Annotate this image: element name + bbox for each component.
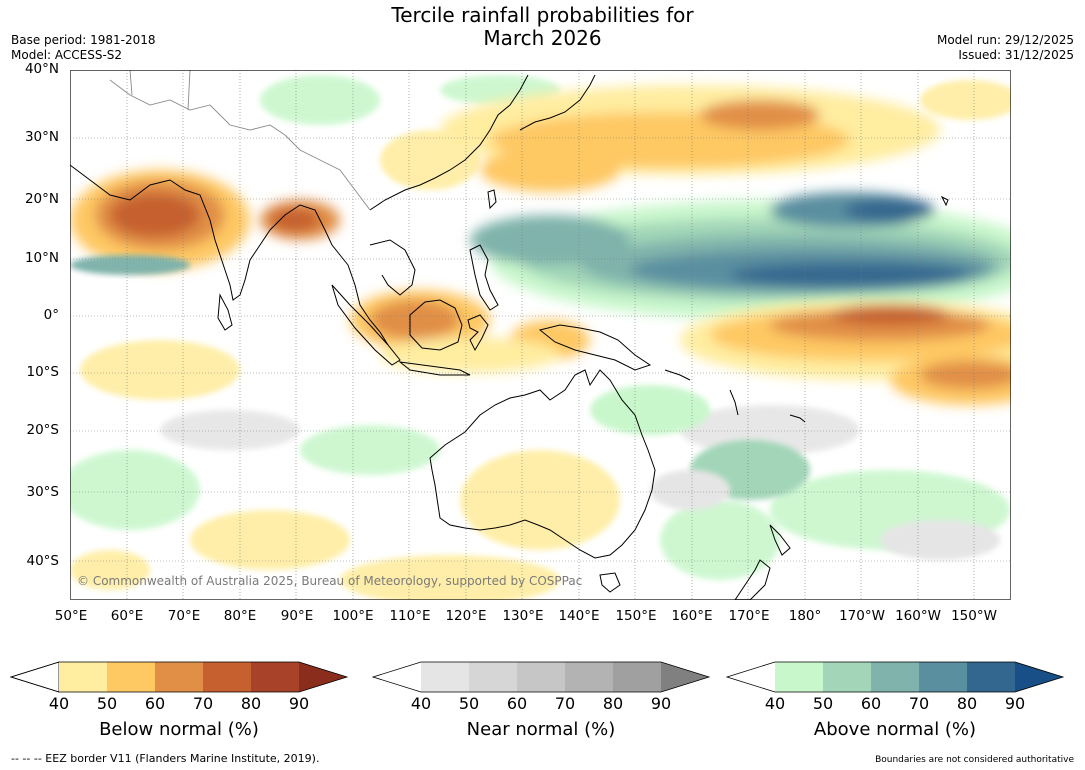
probability-shading bbox=[70, 70, 1011, 600]
coastlines bbox=[70, 74, 949, 600]
colorbar-below-normal bbox=[10, 661, 349, 693]
copyright-notice: © Commonwealth of Australia 2025, Bureau… bbox=[77, 574, 583, 588]
colorbar-swatch bbox=[823, 662, 871, 692]
colorbar-swatch bbox=[10, 661, 60, 693]
colorbar-swatch bbox=[1015, 662, 1063, 692]
colorbar-tick: 80 bbox=[240, 694, 262, 713]
lon-label: 60°E bbox=[110, 608, 144, 624]
lon-label: 170°W bbox=[839, 608, 885, 624]
lon-label: 90°E bbox=[280, 608, 314, 624]
colorbar-near-normal bbox=[372, 661, 711, 693]
colorbar-swatch bbox=[155, 662, 203, 692]
colorbar-tick: 50 bbox=[96, 694, 118, 713]
lon-label: 50°E bbox=[54, 608, 88, 624]
lon-label: 130°E bbox=[502, 608, 544, 624]
colorbar-swatch bbox=[373, 662, 421, 692]
lat-label: 20°S bbox=[26, 422, 60, 438]
map-title: Tercile rainfall probabilities for March… bbox=[0, 4, 1085, 50]
colorbar-swatch bbox=[871, 662, 919, 692]
lat-label: 40°N bbox=[24, 61, 59, 77]
colorbar-tick: 40 bbox=[764, 694, 786, 713]
colorbar-title-above: Above normal (%) bbox=[813, 719, 977, 740]
colorbar-swatch bbox=[59, 662, 107, 692]
lon-label: 180° bbox=[788, 608, 822, 624]
model-name: Model: ACCESS-S2 bbox=[11, 48, 123, 62]
eez-note: -- -- -- EEZ border V11 (Flanders Marine… bbox=[11, 752, 320, 765]
map-panel bbox=[70, 70, 1011, 600]
colorbar-tick: 90 bbox=[650, 694, 672, 713]
colorbar-tick: 70 bbox=[192, 694, 214, 713]
colorbar-swatch bbox=[919, 662, 967, 692]
colorbar-tick: 70 bbox=[554, 694, 576, 713]
lat-label: 10°S bbox=[26, 364, 60, 380]
colorbar-swatch bbox=[565, 662, 613, 692]
base-period: Base period: 1981-2018 bbox=[11, 33, 156, 47]
lon-label: 70°E bbox=[167, 608, 201, 624]
colorbar-tick: 70 bbox=[908, 694, 930, 713]
colorbar-swatch bbox=[727, 662, 775, 692]
colorbar-tick: 60 bbox=[860, 694, 882, 713]
colorbar-swatch bbox=[775, 662, 823, 692]
colorbar-tick: 90 bbox=[1004, 694, 1026, 713]
colorbar-swatch bbox=[517, 662, 565, 692]
colorbar-tick: 80 bbox=[602, 694, 624, 713]
colorbar-tick: 50 bbox=[812, 694, 834, 713]
title-line-2: March 2026 bbox=[483, 26, 602, 50]
lon-label: 100°E bbox=[332, 608, 374, 624]
lon-label: 160°E bbox=[671, 608, 713, 624]
colorbar-tick: 40 bbox=[48, 694, 70, 713]
map-frame bbox=[70, 70, 1011, 600]
lat-label: 30°N bbox=[24, 129, 59, 145]
colorbar-swatch bbox=[107, 662, 155, 692]
issued-date: Issued: 31/12/2025 bbox=[958, 48, 1074, 62]
colorbar-tick: 80 bbox=[956, 694, 978, 713]
country-borders bbox=[109, 70, 371, 211]
colorbar-swatch bbox=[469, 662, 517, 692]
lat-label: 10°N bbox=[24, 250, 59, 266]
lon-label: 110°E bbox=[389, 608, 431, 624]
colorbar-swatch bbox=[299, 662, 347, 692]
colorbar-above-normal bbox=[726, 661, 1065, 693]
colorbar-swatch bbox=[203, 662, 251, 692]
colorbar-tick: 60 bbox=[144, 694, 166, 713]
lon-label: 150°W bbox=[951, 608, 997, 624]
lon-label: 170°E bbox=[728, 608, 770, 624]
lon-label: 80°E bbox=[223, 608, 257, 624]
colorbar-tick: 90 bbox=[288, 694, 310, 713]
lat-label: 20°N bbox=[24, 191, 59, 207]
colorbar-swatch bbox=[661, 662, 709, 692]
colorbar-title-near: Near normal (%) bbox=[466, 719, 616, 740]
lat-label: 0° bbox=[43, 307, 59, 323]
lat-label: 30°S bbox=[26, 484, 60, 500]
lon-label: 120°E bbox=[445, 608, 487, 624]
colorbar-swatch bbox=[613, 662, 661, 692]
colorbar-swatch bbox=[421, 662, 469, 692]
colorbar-tick: 50 bbox=[458, 694, 480, 713]
model-run: Model run: 29/12/2025 bbox=[936, 33, 1074, 47]
boundaries-note: Boundaries are not considered authoritat… bbox=[875, 755, 1074, 765]
colorbar-title-below: Below normal (%) bbox=[99, 719, 259, 740]
colorbar-swatch bbox=[967, 662, 1015, 692]
colorbar-tick: 60 bbox=[506, 694, 528, 713]
lon-label: 150°E bbox=[615, 608, 657, 624]
colorbar-swatch bbox=[251, 662, 299, 692]
colorbar-tick: 40 bbox=[410, 694, 432, 713]
meta-right: Model run: 29/12/2025 Issued: 31/12/2025 bbox=[937, 33, 1074, 63]
meta-left: Base period: 1981-2018 Model: ACCESS-S2 bbox=[11, 33, 156, 63]
title-line-1: Tercile rainfall probabilities for bbox=[391, 3, 694, 27]
lon-label: 140°E bbox=[558, 608, 600, 624]
graticule bbox=[70, 70, 1011, 600]
lon-label: 160°W bbox=[895, 608, 941, 624]
lat-label: 40°S bbox=[26, 553, 60, 569]
